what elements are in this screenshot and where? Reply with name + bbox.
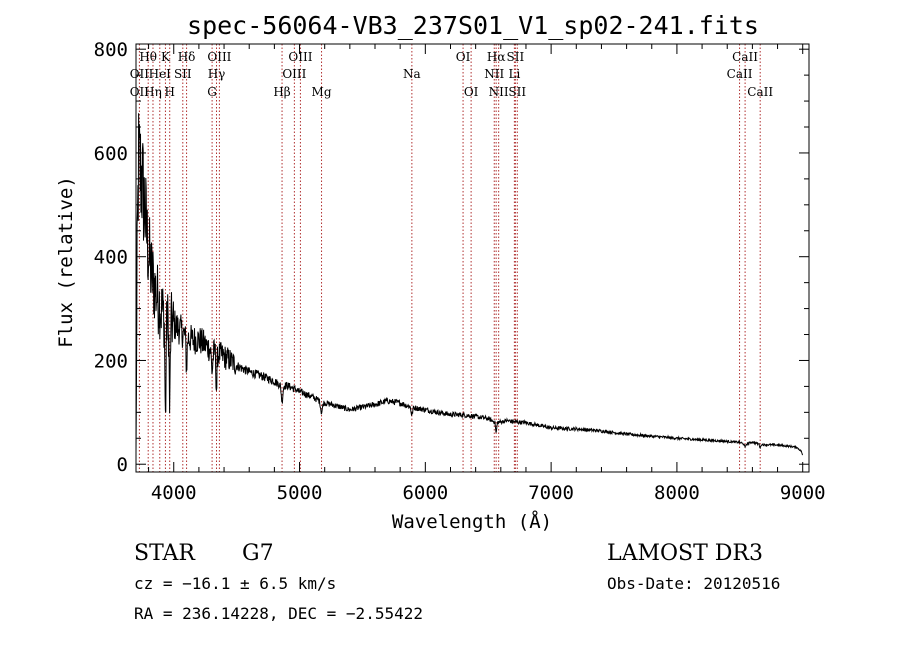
spectral-line-label: CaII [727,67,753,81]
x-tick-label: 8000 [654,482,700,504]
spectral-line-label: Hη [144,85,162,99]
spectral-line-label: Na [403,67,421,81]
spectral-line-label: Hδ [178,50,196,64]
x-tick-label: 5000 [277,482,323,504]
x-tick-label: 4000 [151,482,197,504]
spectral-subclass: G7 [242,541,274,566]
spectral-line-label: OIII [288,50,312,64]
spectral-line-label: OI [464,85,479,99]
spectral-line-labels: Hθ OII OII K HeI Hη H Hδ SII OIII Hγ G OIII OIII Hβ Mg N… [130,50,774,99]
coordinates: RA = 236.14228, DEC = −2.55422 [134,604,423,623]
spectral-line-label: Li [508,67,520,81]
spectral-line-label: CaII [732,50,758,64]
spectral-line-label: HeI [149,67,172,81]
y-tick-label: 800 [94,39,128,61]
plot-frame [135,43,810,473]
spectral-line-label: SII [508,85,526,99]
redshift-velocity: cz = −16.1 ± 6.5 km/s [134,574,336,593]
spectral-line-label: G [207,85,217,99]
spectral-line-label: Hα [487,50,506,64]
spectral-line-label: NII [484,67,504,81]
spectral-line-label: Hβ [273,85,290,99]
observation-date: Obs-Date: 20120516 [607,574,780,593]
y-tick-label: 400 [94,247,128,269]
x-tick-label: 9000 [780,482,826,504]
spectral-line-label: SII [174,67,192,81]
spectral-line-label: NII [489,85,509,99]
spectral-line-label: OII [130,85,150,99]
x-axis-label: Wavelength (Å) [392,510,552,533]
spectral-line-label: OIII [282,67,306,81]
y-axis-label: Flux (relative) [55,176,77,348]
spectral-line-markers [138,44,761,472]
spectral-line-label: SII [507,50,525,64]
spectral-line-label: Mg [312,85,332,99]
spectral-line-label: OI [456,50,471,64]
spectral-line-label: K [161,50,171,64]
spectral-line-label: OIII [207,50,231,64]
spectral-line-label: H [164,85,174,99]
spectral-line-label: CaII [747,85,773,99]
survey-name: LAMOST DR3 [607,541,763,566]
object-class: STAR [134,541,196,566]
y-tick-label: 200 [94,350,128,372]
x-tick-label: 6000 [402,482,448,504]
chart-title: spec-56064-VB3_237S01_V1_sp02-241.fits [187,11,759,40]
spectral-line-label: Hγ [208,67,226,81]
x-axis-ticks: 4000 5000 6000 7000 8000 9000 [148,44,826,504]
spectral-line-label: Hθ [139,50,157,64]
y-tick-label: 600 [94,143,128,165]
spectral-line-label: OII [130,67,150,81]
spectrum-curve [135,113,803,456]
y-axis-ticks: 0 200 400 600 800 [94,39,809,476]
x-tick-label: 7000 [528,482,574,504]
y-tick-label: 0 [117,454,128,476]
